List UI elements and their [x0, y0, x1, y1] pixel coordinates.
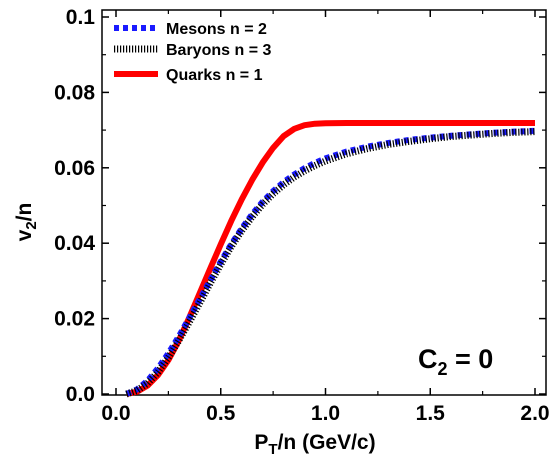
x-axis-title-tail: /n (GeV/c): [278, 431, 376, 454]
x-tick-label: 1.0: [311, 402, 340, 425]
annotation-main: C: [418, 344, 438, 374]
plot-area: 0.0 0.5 1.0 1.5 2.0 0.0 0.02 0.04 0.06 0.08 0.1: [54, 6, 549, 425]
y-axis-title-sub: 2: [23, 221, 40, 229]
x-tick-label: 2.0: [520, 402, 549, 425]
y-tick-label: 0.04: [54, 232, 95, 255]
x-axis-title-sub: T: [268, 441, 277, 458]
x-axis-title-main: P: [254, 431, 268, 454]
y-tick-label: 0.1: [66, 6, 96, 29]
x-tick-label: 1.5: [416, 402, 446, 425]
x-axis-title: PT/n (GeV/c): [254, 431, 375, 458]
annotation-c2: C2 = 0: [418, 344, 493, 379]
x-tick-label: 0.0: [101, 402, 130, 425]
y-axis-title-main: v: [13, 229, 36, 241]
x-tick-label: 0.5: [206, 402, 236, 425]
annotation-sub: 2: [438, 359, 448, 379]
tick-layer: 0.0 0.5 1.0 1.5 2.0 0.0 0.02 0.04 0.06 0.08 0.1: [54, 6, 549, 425]
y-axis-title-tail: /n: [13, 203, 36, 222]
y-axis-title: v2/n: [13, 203, 40, 242]
annotation-tail: = 0: [448, 344, 494, 374]
legend: Mesons n = 2 Baryons n = 3 Quarks n = 1: [114, 21, 271, 84]
series-line-baryons-n-3: [125, 128, 536, 398]
legend-label-quarks: Quarks n = 1: [166, 67, 263, 84]
series-line-mesons-n-2: [125, 127, 536, 397]
plot-frame: [101, 9, 547, 396]
legend-label-mesons: Mesons n = 2: [166, 21, 267, 38]
y-tick-label: 0.0: [66, 383, 95, 406]
y-tick-label: 0.02: [54, 308, 95, 331]
y-tick-label: 0.06: [54, 157, 95, 180]
series-layer: [125, 119, 536, 398]
y-tick-label: 0.08: [54, 81, 95, 104]
legend-label-baryons: Baryons n = 3: [166, 42, 271, 59]
